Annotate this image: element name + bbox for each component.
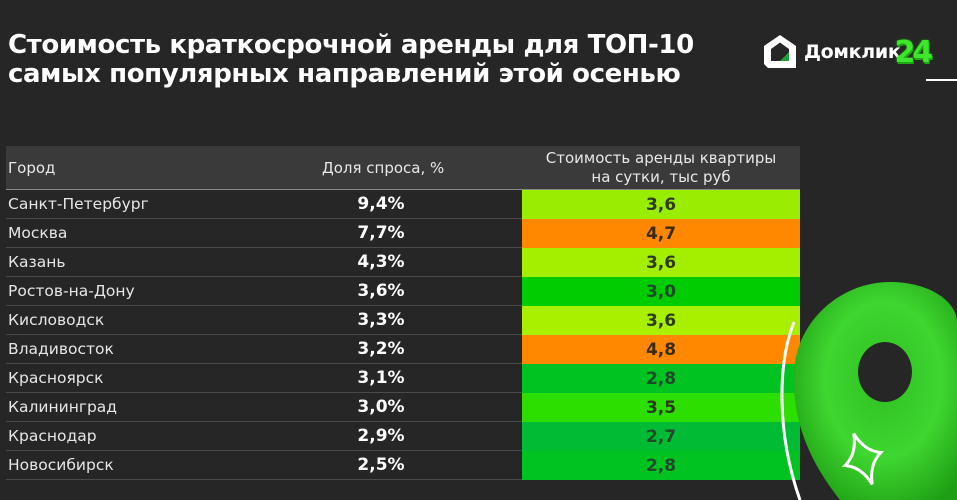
row-divider xyxy=(6,218,522,219)
rental-cost-cell: 4,7 xyxy=(522,219,800,248)
rental-cost-cell: 2,7 xyxy=(522,422,800,451)
table-row: Красноярск 3,1% 2,8 xyxy=(6,364,800,393)
table-body: Санкт-Петербург 9,4% 3,6 Москва 7,7% 4,7… xyxy=(6,190,800,480)
demand-share-cell: 3,6% xyxy=(357,281,405,301)
city-cell: Краснодар xyxy=(8,427,97,445)
rental-cost-cell: 3,0 xyxy=(522,277,800,306)
rental-cost-cell: 3,6 xyxy=(522,190,800,219)
column-header-cost-line-2: на сутки, тыс руб xyxy=(591,168,731,186)
green-map-pin-icon xyxy=(780,282,957,500)
brand-name: Домклик xyxy=(804,41,901,63)
city-cell: Москва xyxy=(8,224,68,242)
rental-cost-cell: 3,5 xyxy=(522,393,800,422)
demand-share-cell: 3,2% xyxy=(357,339,405,359)
logo-underline xyxy=(926,79,957,81)
page-title: Стоимость краткосрочной аренды для ТОП-1… xyxy=(8,31,694,89)
rental-cost-cell: 2,8 xyxy=(522,451,800,480)
rental-cost-table: Город Доля спроса, % Стоимость аренды кв… xyxy=(6,146,800,480)
city-cell: Санкт-Петербург xyxy=(8,195,149,213)
table-row: Москва 7,7% 4,7 xyxy=(6,219,800,248)
demand-share-cell: 3,1% xyxy=(357,368,405,388)
column-header-cost-line-1: Стоимость аренды квартиры xyxy=(545,149,777,167)
rental-cost-cell: 3,6 xyxy=(522,248,800,277)
row-divider xyxy=(6,421,522,422)
demand-share-cell: 7,7% xyxy=(357,223,405,243)
row-divider xyxy=(6,363,522,364)
city-cell: Ростов-на-Дону xyxy=(8,282,135,300)
row-divider xyxy=(6,334,522,335)
table-row: Краснодар 2,9% 2,7 xyxy=(6,422,800,451)
row-divider xyxy=(6,305,522,306)
demand-share-cell: 4,3% xyxy=(357,252,405,272)
demand-share-cell: 3,3% xyxy=(357,310,405,330)
table-row: Казань 4,3% 3,6 xyxy=(6,248,800,277)
demand-share-cell: 9,4% xyxy=(357,194,405,214)
table-row: Ростов-на-Дону 3,6% 3,0 xyxy=(6,277,800,306)
city-cell: Красноярск xyxy=(8,369,104,387)
row-divider xyxy=(6,247,522,248)
table-row: Владивосток 3,2% 4,8 xyxy=(6,335,800,364)
column-header-share: Доля спроса, % xyxy=(322,159,445,177)
rental-cost-cell: 3,6 xyxy=(522,306,800,335)
demand-share-cell: 2,9% xyxy=(357,426,405,446)
demand-share-cell: 2,5% xyxy=(357,455,405,475)
row-divider xyxy=(6,479,522,480)
city-cell: Новосибирск xyxy=(8,456,114,474)
city-cell: Владивосток xyxy=(8,340,114,358)
table-row: Новосибирск 2,5% 2,8 xyxy=(6,451,800,480)
domclick-house-icon xyxy=(764,35,796,68)
table-row: Кисловодск 3,3% 3,6 xyxy=(6,306,800,335)
title-line-1: Стоимость краткосрочной аренды для ТОП-1… xyxy=(8,30,694,60)
rental-cost-cell: 4,8 xyxy=(522,335,800,364)
column-header-city: Город xyxy=(8,159,56,177)
table-row: Калининград 3,0% 3,5 xyxy=(6,393,800,422)
column-header-cost: Стоимость аренды квартиры на сутки, тыс … xyxy=(522,149,800,187)
city-cell: Калининград xyxy=(8,398,118,416)
row-divider xyxy=(6,276,522,277)
row-divider xyxy=(6,392,522,393)
table-row: Санкт-Петербург 9,4% 3,6 xyxy=(6,190,800,219)
row-divider xyxy=(6,450,522,451)
table-header: Город Доля спроса, % Стоимость аренды кв… xyxy=(6,146,800,190)
city-cell: Кисловодск xyxy=(8,311,105,329)
brand-badge-24: 24 xyxy=(894,34,933,70)
city-cell: Казань xyxy=(8,253,66,271)
demand-share-cell: 3,0% xyxy=(357,397,405,417)
title-line-2: самых популярных направлений этой осенью xyxy=(8,59,681,89)
rental-cost-cell: 2,8 xyxy=(522,364,800,393)
domclick-logo: Домклик 24 xyxy=(762,30,933,74)
